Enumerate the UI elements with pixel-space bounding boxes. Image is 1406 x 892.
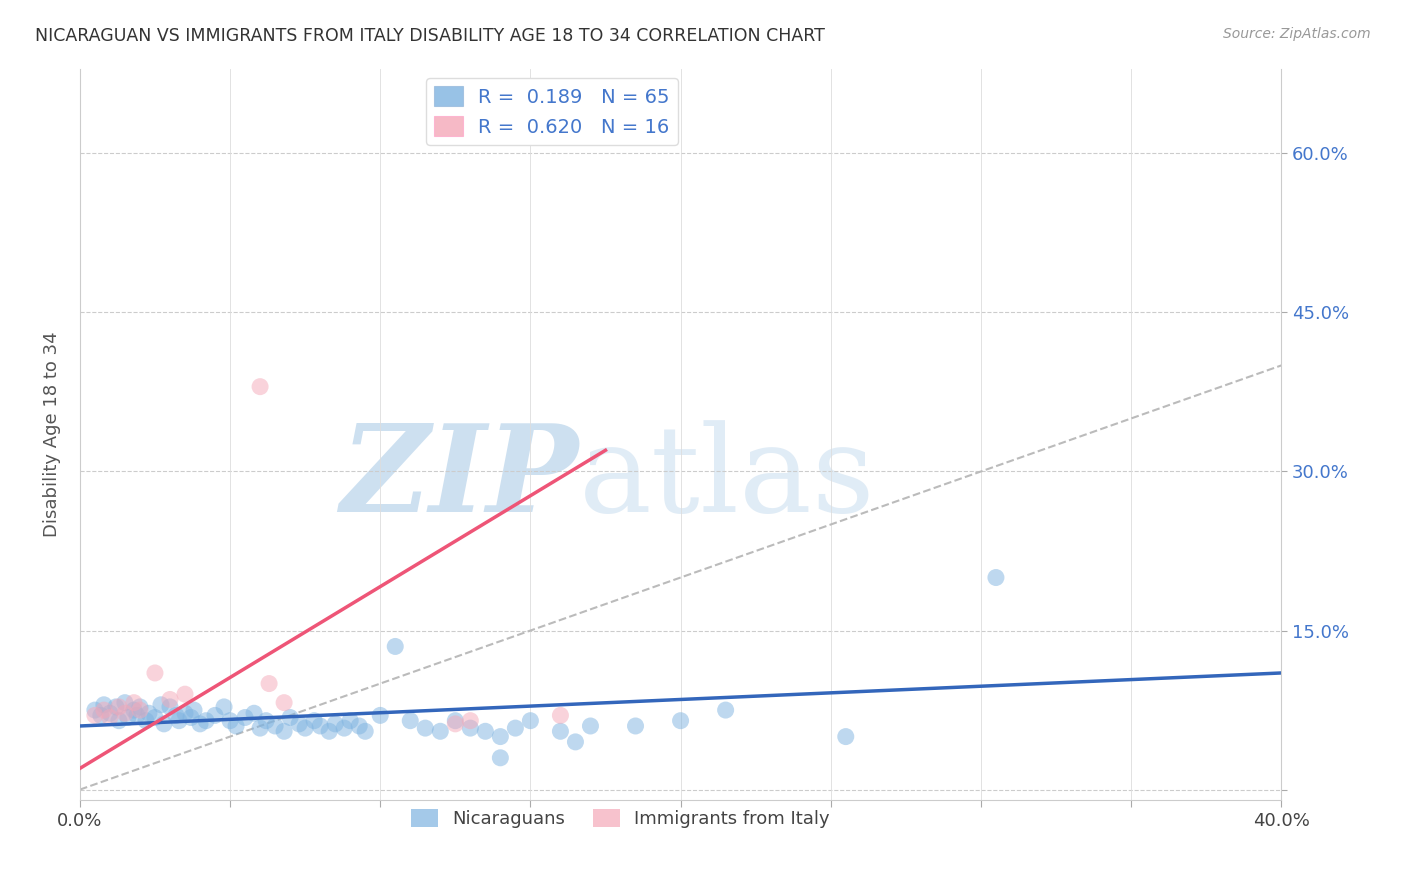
Point	[153, 717, 176, 731]
Point	[98, 706, 121, 721]
Point	[288, 717, 311, 731]
Point	[129, 703, 152, 717]
Point	[149, 698, 172, 712]
Point	[188, 717, 211, 731]
Point	[333, 721, 356, 735]
Point	[129, 699, 152, 714]
Point	[368, 708, 391, 723]
Point	[104, 699, 127, 714]
Point	[399, 714, 422, 728]
Point	[114, 696, 136, 710]
Point	[278, 710, 301, 724]
Point	[354, 724, 377, 739]
Point	[302, 714, 325, 728]
Point	[167, 714, 190, 728]
Point	[550, 708, 572, 723]
Point	[550, 724, 572, 739]
Point	[273, 696, 295, 710]
Point	[159, 692, 181, 706]
Point	[143, 665, 166, 680]
Point	[505, 721, 527, 735]
Text: Source: ZipAtlas.com: Source: ZipAtlas.com	[1223, 27, 1371, 41]
Point	[174, 706, 197, 721]
Point	[174, 687, 197, 701]
Point	[257, 676, 280, 690]
Point	[429, 724, 451, 739]
Point	[579, 719, 602, 733]
Text: atlas: atlas	[578, 420, 875, 537]
Point	[204, 708, 226, 723]
Point	[474, 724, 496, 739]
Point	[835, 730, 858, 744]
Point	[984, 570, 1007, 584]
Point	[339, 714, 361, 728]
Point	[669, 714, 692, 728]
Point	[165, 708, 187, 723]
Point	[180, 710, 202, 724]
Point	[195, 714, 218, 728]
Point	[294, 721, 316, 735]
Point	[489, 751, 512, 765]
Point	[254, 714, 277, 728]
Legend: Nicaraguans, Immigrants from Italy: Nicaraguans, Immigrants from Italy	[404, 801, 837, 835]
Point	[225, 719, 247, 733]
Point	[108, 699, 131, 714]
Point	[233, 710, 256, 724]
Point	[489, 730, 512, 744]
Point	[714, 703, 737, 717]
Point	[138, 706, 160, 721]
Point	[460, 721, 482, 735]
Point	[93, 703, 115, 717]
Point	[444, 714, 467, 728]
Point	[323, 717, 346, 731]
Point	[122, 703, 145, 717]
Point	[83, 708, 105, 723]
Text: ZIP: ZIP	[340, 419, 578, 538]
Point	[183, 703, 205, 717]
Point	[564, 735, 586, 749]
Point	[83, 703, 105, 717]
Point	[122, 696, 145, 710]
Point	[384, 640, 406, 654]
Point	[90, 708, 112, 723]
Y-axis label: Disability Age 18 to 34: Disability Age 18 to 34	[44, 332, 60, 537]
Point	[219, 714, 242, 728]
Point	[143, 710, 166, 724]
Point	[135, 714, 157, 728]
Point	[125, 708, 148, 723]
Point	[309, 719, 332, 733]
Point	[93, 698, 115, 712]
Point	[347, 719, 370, 733]
Point	[98, 710, 121, 724]
Point	[243, 706, 266, 721]
Point	[108, 714, 131, 728]
Point	[519, 714, 541, 728]
Point	[624, 719, 647, 733]
Point	[249, 379, 271, 393]
Point	[413, 721, 436, 735]
Point	[460, 714, 482, 728]
Point	[444, 717, 467, 731]
Point	[273, 724, 295, 739]
Point	[159, 699, 181, 714]
Point	[249, 721, 271, 735]
Text: NICARAGUAN VS IMMIGRANTS FROM ITALY DISABILITY AGE 18 TO 34 CORRELATION CHART: NICARAGUAN VS IMMIGRANTS FROM ITALY DISA…	[35, 27, 825, 45]
Point	[212, 699, 235, 714]
Point	[264, 719, 287, 733]
Point	[318, 724, 340, 739]
Point	[117, 710, 139, 724]
Point	[114, 706, 136, 721]
